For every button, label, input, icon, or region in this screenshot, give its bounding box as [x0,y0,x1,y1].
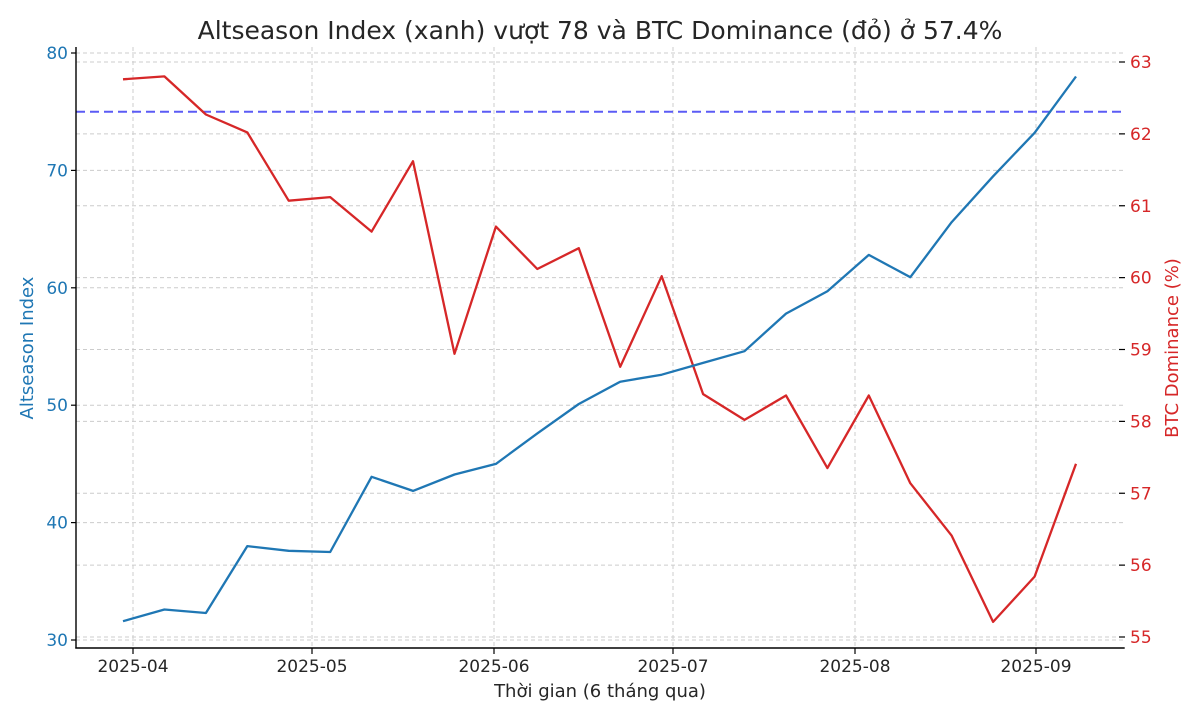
chart-title: Altseason Index (xanh) vượt 78 và BTC Do… [198,16,1003,45]
left-tick-label: 70 [46,161,68,181]
right-axis-ticks: 55 56 57 58 59 60 61 62 63 [1119,53,1152,648]
left-gridlines [76,52,1124,641]
x-axis-ticks: 2025-04 2025-05 2025-06 2025-07 2025-08 2025-… [97,648,1072,677]
x-tick-label: 2025-08 [819,657,890,677]
right-gridlines [76,61,1124,638]
x-tick-label: 2025-06 [458,657,529,677]
left-tick-label: 50 [46,396,68,416]
x-axis-label: Thời gian (6 tháng qua) [493,681,706,702]
btc-dominance-line [122,75,1078,624]
left-tick-label: 80 [46,44,68,64]
right-tick-label: 59 [1130,341,1152,361]
y-axis-label-right: BTC Dominance (%) [1162,258,1183,438]
right-tick-label: 62 [1130,125,1152,145]
left-tick-label: 60 [46,279,68,299]
right-tick-label: 63 [1130,53,1152,73]
x-tick-label: 2025-04 [97,657,168,677]
right-tick-label: 61 [1130,197,1152,217]
right-tick-label: 60 [1130,269,1152,289]
left-axis-ticks: 30 40 50 60 70 80 [46,44,76,651]
axes-frame [75,47,1125,649]
right-tick-label: 58 [1130,412,1152,432]
left-tick-label: 30 [46,631,68,651]
y-axis-label-left: Altseason Index [17,276,38,419]
right-tick-label: 56 [1130,556,1152,576]
x-tick-label: 2025-09 [1000,657,1071,677]
altseason-index-line [122,75,1077,623]
x-tick-label: 2025-05 [276,657,347,677]
right-tick-label: 55 [1130,628,1152,648]
vertical-gridlines [132,47,1037,648]
right-tick-label: 57 [1130,484,1152,504]
left-tick-label: 40 [46,514,68,534]
x-tick-label: 2025-07 [637,657,708,677]
